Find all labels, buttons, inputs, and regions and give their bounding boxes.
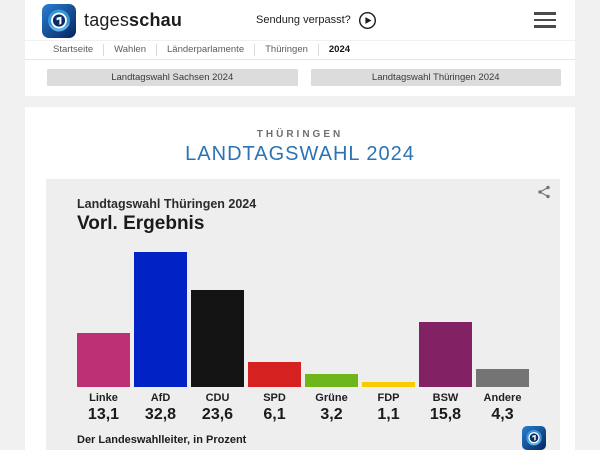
chart-title: Landtagswahl Thüringen 2024 — [77, 197, 257, 211]
breadcrumb-item-länderparlamente[interactable]: Länderparlamente — [156, 44, 254, 56]
tab-landtagswahl-thueringen[interactable]: Landtagswahl Thüringen 2024 — [310, 69, 561, 86]
bar-column-linke: Linke 13,1 — [77, 247, 130, 424]
tab-landtagswahl-sachsen[interactable]: Landtagswahl Sachsen 2024 — [47, 69, 298, 86]
party-label: BSW — [432, 392, 459, 404]
missed-broadcast-link[interactable]: Sendung verpasst? — [256, 0, 377, 40]
bar-afd — [134, 252, 187, 387]
missed-broadcast-label: Sendung verpasst? — [256, 14, 351, 26]
bar-linke — [77, 333, 130, 387]
party-label: AfD — [150, 392, 171, 404]
bar-column-fdp: FDP 1,1 — [362, 247, 415, 424]
breadcrumb-item-2024[interactable]: 2024 — [317, 44, 360, 56]
party-value: 4,3 — [491, 406, 514, 423]
hamburger-menu-icon[interactable] — [534, 12, 556, 28]
play-circle-icon[interactable] — [358, 11, 377, 30]
brand-wordmark[interactable]: tages schau — [84, 0, 182, 40]
header: tages schau Sendung verpasst? Startseite W… — [25, 0, 575, 96]
bar-column-cdu: CDU 23,6 — [191, 247, 244, 424]
chart-source: Der Landeswahlleiter, in Prozent — [77, 434, 247, 446]
party-label: Grüne — [315, 392, 348, 404]
bar-cdu — [191, 290, 244, 387]
election-tabs: Landtagswahl Sachsen 2024 Landtagswahl T… — [25, 60, 575, 95]
bar-column-andere: Andere 4,3 — [476, 247, 529, 424]
breadcrumb: Startseite Wahlen Länderparlamente Thüringe… — [25, 40, 575, 60]
election-chart-panel: Landtagswahl Thüringen 2024 Vorl. Ergebn… — [46, 179, 560, 450]
party-value: 6,1 — [263, 406, 286, 423]
brand-text-bold: schau — [129, 9, 183, 30]
party-label: CDU — [205, 392, 230, 404]
party-value: 23,6 — [201, 406, 234, 423]
region-kicker: THÜRINGEN — [256, 129, 344, 140]
party-value: 13,1 — [87, 406, 120, 423]
party-label: FDP — [377, 392, 400, 404]
main-content: THÜRINGEN LANDTAGSWAHL 2024 Landtagswahl… — [25, 107, 575, 450]
bar-spd — [248, 362, 301, 387]
breadcrumb-item-startseite[interactable]: Startseite — [53, 44, 94, 55]
page-title: LANDTAGSWAHL 2024 — [185, 143, 415, 165]
bar-grüne — [305, 374, 358, 387]
bar-chart: Linke 13,1 AfD 32,8 CDU 23,6 SPD 6,1 Grüne 3,2 FDP… — [77, 247, 529, 424]
bar-column-afd: AfD 32,8 — [134, 247, 187, 424]
party-value: 15,8 — [429, 406, 462, 423]
top-bar: tages schau Sendung verpasst? — [25, 0, 575, 40]
brand-text-regular: tages — [84, 9, 130, 30]
bar-andere — [476, 369, 529, 387]
breadcrumb-item-thüringen[interactable]: Thüringen — [254, 44, 318, 56]
party-label: SPD — [263, 392, 286, 404]
party-value: 1,1 — [377, 406, 400, 423]
party-value: 32,8 — [144, 406, 177, 423]
bar-column-spd: SPD 6,1 — [248, 247, 301, 424]
bar-fdp — [362, 382, 415, 387]
tagesschau-logo-icon[interactable] — [42, 4, 76, 38]
breadcrumb-item-wahlen[interactable]: Wahlen — [103, 44, 156, 56]
bar-bsw — [419, 322, 472, 387]
party-label: Linke — [89, 392, 118, 404]
tagesschau-watermark-icon — [522, 426, 546, 450]
bar-column-grüne: Grüne 3,2 — [305, 247, 358, 424]
party-label: Andere — [483, 392, 522, 404]
bar-column-bsw: BSW 15,8 — [419, 247, 472, 424]
share-icon[interactable] — [537, 185, 552, 200]
party-value: 3,2 — [320, 406, 343, 423]
chart-subtitle: Vorl. Ergebnis — [77, 213, 205, 234]
